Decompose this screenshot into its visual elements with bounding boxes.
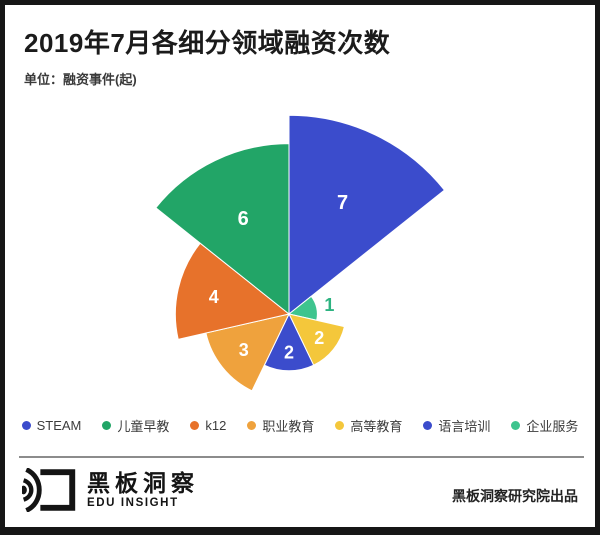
chart-legend: STEAM 儿童早教 k12 职业教育 高等教育 语言培训 企业服务 [5,416,595,435]
brand-logo: 黑板洞察 EDU INSIGHT [22,468,199,512]
rose-sector-语言培训[interactable] [263,313,315,372]
legend-label: 职业教育 [262,419,315,434]
legend-dot-icon [511,421,521,430]
legend-item-k12[interactable]: k12 [190,418,226,433]
legend-label: 语言培训 [438,419,491,434]
footer-divider [19,456,584,458]
legend-label: STEAM [36,418,82,433]
legend-item-企业服务[interactable]: 企业服务 [511,416,578,435]
legend-dot-icon [335,421,345,430]
page-title: 2019年7月各细分领域融资次数 [24,28,391,58]
rose-sector-value-企业服务: 1 [324,295,334,315]
legend-label: 儿童早教 [117,419,170,434]
legend-item-STEAM[interactable]: STEAM [21,418,82,433]
legend-label: 企业服务 [526,419,579,434]
logo-name-cn: 黑板洞察 [87,470,199,496]
legend-dot-icon [190,421,200,430]
legend-dot-icon [102,421,112,430]
legend-dot-icon [21,421,31,430]
legend-item-儿童早教[interactable]: 儿童早教 [102,416,169,435]
eye-logo-icon [22,468,76,512]
legend-label: 高等教育 [350,419,403,434]
legend-item-语言培训[interactable]: 语言培训 [423,416,490,435]
legend-item-高等教育[interactable]: 高等教育 [335,416,402,435]
logo-text: 黑板洞察 EDU INSIGHT [87,470,199,510]
unit-label: 单位：融资事件(起) [24,72,137,87]
logo-name-en: EDU INSIGHT [87,497,179,509]
rose-sector-k12[interactable] [174,242,290,340]
legend-item-职业教育[interactable]: 职业教育 [247,416,314,435]
rose-sector-儿童早教[interactable] [155,143,290,315]
rose-sector-高等教育[interactable] [288,313,345,366]
rose-sector-职业教育[interactable] [205,313,290,392]
credit-text: 黑板洞察研究院出品 [452,488,578,504]
legend-dot-icon [247,421,257,430]
rose-sector-STEAM[interactable] [288,114,445,315]
legend-dot-icon [423,421,433,430]
legend-label: k12 [205,418,227,433]
